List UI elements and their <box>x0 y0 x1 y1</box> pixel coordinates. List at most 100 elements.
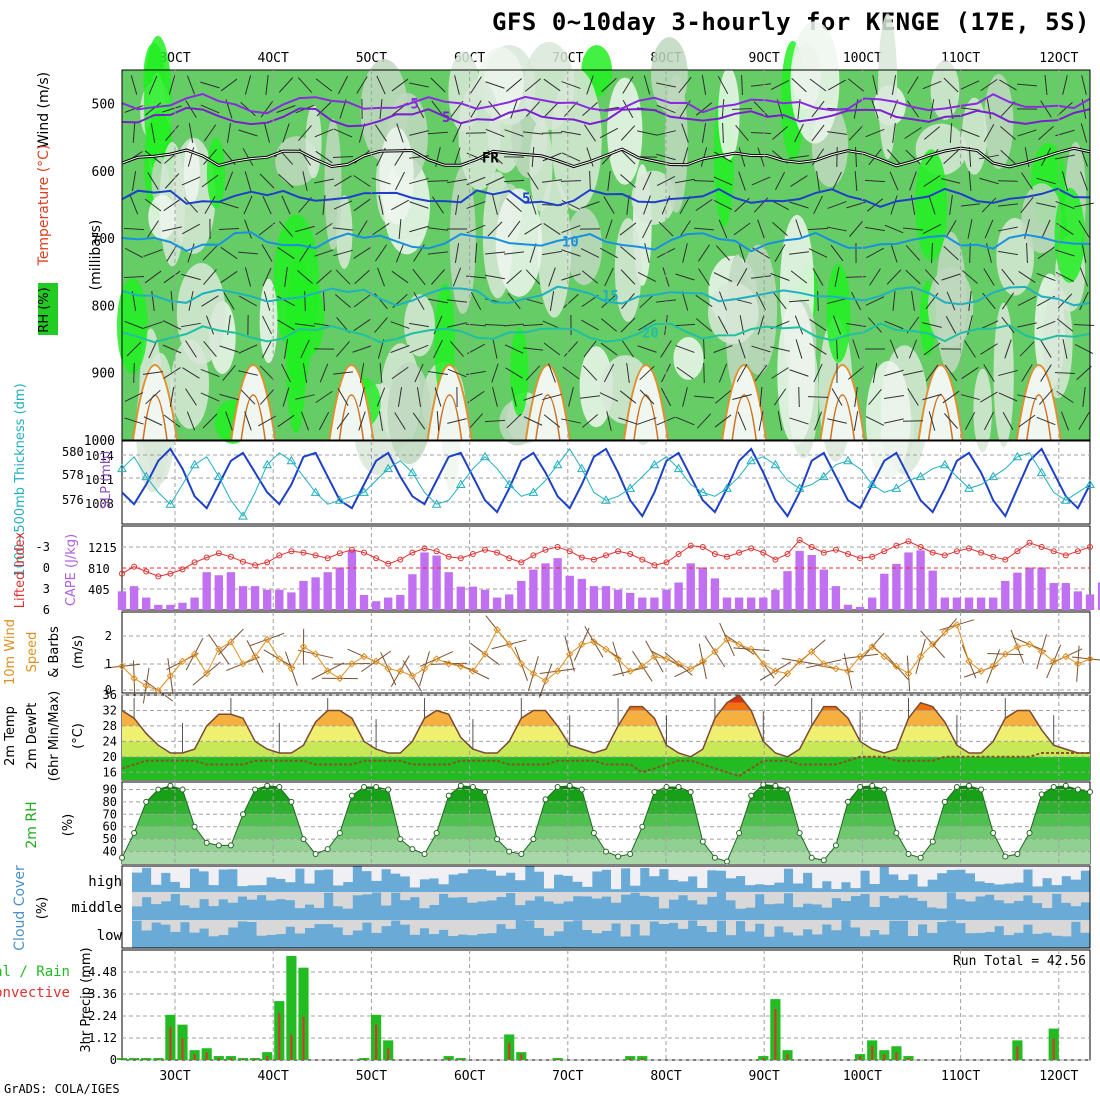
wind-barb <box>219 393 239 401</box>
wind-barb <box>751 345 771 353</box>
wind-barb <box>599 392 619 402</box>
wind-barb <box>492 387 498 407</box>
cloud-cell <box>333 920 344 928</box>
lifted-index-point <box>482 546 488 553</box>
ylabel-convective: Convective <box>0 985 70 1001</box>
wind-speed-point <box>783 669 792 678</box>
rh-point <box>966 782 972 789</box>
thickness-tick: 576 <box>62 493 84 507</box>
cloud-cell <box>697 920 708 926</box>
cloud-cell <box>601 866 612 870</box>
lifted-index-point <box>941 552 948 559</box>
wind-barb <box>962 270 978 284</box>
wind-barb <box>203 124 217 142</box>
cloud-cell <box>333 892 344 907</box>
wind-barb <box>852 339 860 359</box>
wind-barb <box>717 75 729 95</box>
wind-barb <box>395 171 405 191</box>
wind-barb <box>1000 149 1016 165</box>
wind-barb <box>928 195 936 215</box>
li-tick: 0 <box>43 561 50 575</box>
wind-barb <box>865 128 885 138</box>
wind-speed-point <box>916 652 925 661</box>
wind-barb <box>549 291 555 311</box>
lifted-index-point <box>421 545 428 552</box>
wind-barb <box>284 267 288 287</box>
cloud-cell <box>725 920 737 936</box>
rh-point <box>445 792 452 799</box>
wind-barb <box>771 367 789 379</box>
wind-speed-point <box>614 655 622 663</box>
wind-barb <box>580 248 600 258</box>
lifted-index-point <box>300 549 307 556</box>
wind-barb <box>527 172 539 190</box>
cloud-cell <box>352 892 363 896</box>
cape-bar <box>952 597 962 610</box>
lifted-index-point <box>203 554 210 561</box>
wind-barb <box>1079 291 1089 311</box>
wind-barb <box>428 251 448 255</box>
wind-barb <box>150 123 156 143</box>
ylabel-minmax: (6hr Min/Max) <box>47 691 62 781</box>
cloud-cell <box>543 892 555 902</box>
cape-bar <box>795 550 804 610</box>
wind-barb <box>129 195 139 215</box>
wind-barb <box>1056 390 1074 404</box>
rh-point <box>590 829 597 836</box>
wind-speed-point <box>953 621 961 629</box>
wind-barb <box>283 339 289 359</box>
wind-barb <box>412 268 426 286</box>
wind-barb <box>733 222 751 236</box>
wind-barb <box>124 320 144 330</box>
cloud-cell <box>1032 866 1043 887</box>
wind-speed-point <box>989 662 997 670</box>
wind-barb <box>601 293 617 309</box>
cloud-cell <box>898 920 909 921</box>
cape-bar <box>940 597 949 610</box>
wind-barb <box>181 223 201 235</box>
cloud-cell <box>745 892 756 908</box>
wind-barb <box>982 292 996 310</box>
cloud-cell <box>1013 866 1024 883</box>
wind-barb <box>599 127 619 139</box>
wind-barb <box>622 76 634 94</box>
wind-barb <box>905 245 921 261</box>
wind-barb <box>741 74 743 96</box>
wind-barb <box>693 395 715 399</box>
wind-barb <box>714 414 732 428</box>
cloud-cell <box>649 892 660 897</box>
cloud-cell <box>371 920 382 933</box>
precip-convective-bar <box>229 1058 232 1060</box>
cape-bar <box>843 604 853 610</box>
wind-barb <box>465 132 487 134</box>
wind-barb <box>626 195 630 215</box>
rh-point <box>905 851 912 858</box>
wind-barb <box>643 75 651 95</box>
wind-barb <box>1079 267 1089 287</box>
cape-bar <box>1013 572 1022 610</box>
lifted-index-point <box>796 537 803 543</box>
wind-barb <box>378 195 384 215</box>
wind-speed-point <box>904 669 913 678</box>
cloud-cell <box>994 920 1005 927</box>
wind-barb <box>871 99 879 119</box>
rh-point <box>203 839 210 846</box>
wind-barb <box>333 371 353 375</box>
cape-bar <box>323 572 332 610</box>
rh-patch <box>973 368 992 453</box>
thickness-point <box>334 495 345 504</box>
wind-barb <box>867 317 883 333</box>
cloud-cell <box>764 920 775 937</box>
wind-barb <box>607 171 611 191</box>
cloud-cell <box>687 892 698 901</box>
wind-barb <box>242 148 254 166</box>
wind-barb <box>144 270 162 284</box>
wind-barb <box>162 344 182 354</box>
wind-barb <box>163 414 181 428</box>
rh-point <box>1087 788 1093 795</box>
thickness-point <box>141 471 152 481</box>
rh-patch <box>387 362 432 465</box>
wind-barb <box>181 273 201 281</box>
wind-barb <box>145 389 161 405</box>
precip-convective-bar <box>193 1054 196 1060</box>
